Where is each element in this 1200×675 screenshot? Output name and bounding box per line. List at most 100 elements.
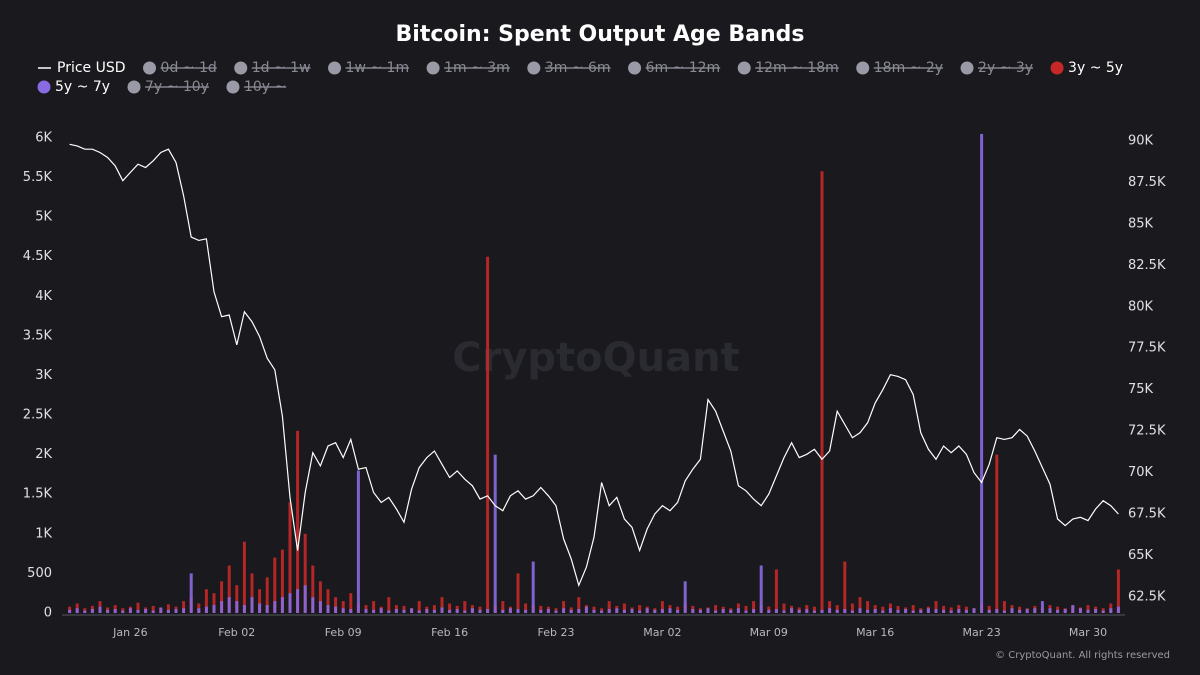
bar (638, 610, 642, 613)
bar (516, 573, 520, 613)
bar (660, 601, 664, 613)
bar (372, 609, 376, 613)
bar (759, 565, 763, 613)
bar (653, 609, 657, 613)
bar (1101, 610, 1105, 613)
bar (432, 609, 436, 613)
bar (987, 605, 991, 613)
bar (524, 603, 528, 613)
bar (440, 597, 444, 613)
y2-tick-label: 65K (1128, 548, 1154, 563)
bar (995, 609, 999, 613)
legend-item: 5y ~ 7y (37, 79, 110, 95)
bar (387, 610, 391, 613)
bar (182, 608, 186, 613)
bar (189, 573, 193, 613)
bar (394, 609, 398, 613)
bar (296, 430, 300, 613)
bar (349, 609, 353, 613)
legend-label: 7y ~ 10y (145, 79, 209, 95)
bar (942, 609, 946, 613)
legend-item: 1d ~ 1w (234, 60, 311, 76)
bar (850, 610, 854, 613)
bar (835, 605, 839, 613)
bar (265, 605, 269, 613)
bar (68, 609, 72, 613)
bar (326, 589, 330, 613)
x-tick-label: Mar 30 (1069, 626, 1107, 639)
bar (227, 597, 231, 613)
bar (303, 533, 307, 613)
legend-swatch (960, 61, 974, 75)
bar (828, 601, 832, 613)
bar (964, 609, 968, 613)
bar (501, 601, 505, 613)
bar (782, 610, 786, 613)
legend-label: 5y ~ 7y (55, 79, 110, 95)
bar (273, 601, 277, 613)
bar (638, 605, 642, 613)
bar (1018, 609, 1022, 613)
bar (1063, 609, 1067, 613)
bar (820, 171, 824, 613)
bar (303, 585, 307, 613)
bar (136, 609, 140, 613)
bar (531, 561, 535, 613)
legend-swatch (527, 61, 541, 75)
bar (843, 609, 847, 613)
bar (250, 573, 254, 613)
bar (288, 502, 292, 613)
bar (683, 581, 687, 613)
bar (288, 593, 292, 613)
bar (645, 608, 649, 613)
bar (592, 609, 596, 613)
bar (280, 597, 284, 613)
bar (470, 608, 474, 613)
y2-tick-label: 67.5K (1128, 507, 1166, 522)
bar (1056, 609, 1060, 613)
legend-swatch (226, 80, 240, 94)
bar (159, 607, 163, 613)
bar (318, 601, 322, 613)
bar (676, 609, 680, 613)
bar (812, 606, 816, 613)
legend-label: 6m ~ 12m (646, 60, 721, 76)
bar (881, 610, 885, 613)
bar (387, 597, 391, 613)
bar (630, 609, 634, 613)
bar (721, 609, 725, 613)
legend-item: 0d ~ 1d (143, 60, 217, 76)
bar (493, 454, 497, 613)
bar (881, 606, 885, 613)
bar (866, 601, 870, 613)
bar (1116, 606, 1120, 613)
bar (980, 133, 984, 613)
bar (873, 609, 877, 613)
bar (698, 609, 702, 613)
price-line (69, 143, 1119, 588)
bar (615, 608, 619, 613)
bar (790, 608, 794, 613)
y2-tick-label: 77.5K (1128, 341, 1166, 356)
legend-item: 10y ~ (226, 79, 286, 95)
bar (546, 609, 550, 613)
bar (600, 610, 604, 613)
legend-swatch (856, 61, 870, 75)
bar (258, 589, 262, 613)
bar (1071, 605, 1075, 613)
bar (919, 609, 923, 613)
bar (182, 601, 186, 613)
bar (128, 608, 132, 613)
bar (486, 609, 490, 613)
bar (250, 597, 254, 613)
bar (577, 609, 581, 613)
bar (934, 609, 938, 613)
legend-item: 1m ~ 3m (426, 60, 510, 76)
bar (752, 601, 756, 613)
bar (1002, 601, 1006, 613)
bar (166, 609, 170, 613)
legend-label: 3y ~ 5y (1068, 60, 1123, 76)
bar (273, 557, 277, 613)
bar (622, 609, 626, 613)
